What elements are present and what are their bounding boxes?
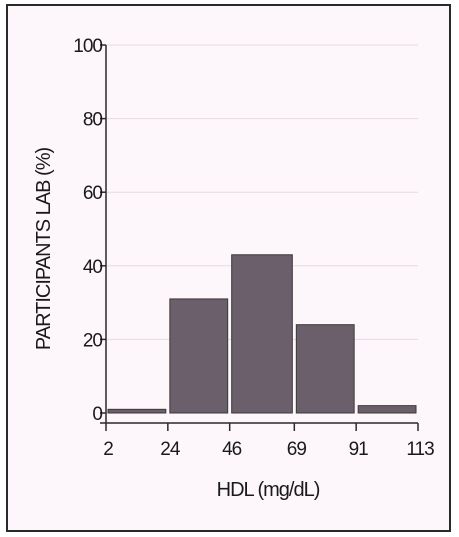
y-tick-label-0: 0	[92, 404, 102, 425]
y-axis-title: PARTICIPANTS LAB (%)	[33, 148, 55, 351]
y-tick-label-80: 80	[83, 110, 103, 131]
x-tick-label-69: 69	[287, 439, 307, 460]
y-tick-label-40: 40	[83, 257, 103, 278]
bar-69-91	[295, 324, 355, 414]
x-tick-label-113: 113	[406, 439, 434, 460]
y-ticks: 0 20 40 60 80 100	[73, 36, 106, 425]
bar-2-24	[107, 408, 167, 414]
axes	[100, 45, 418, 424]
x-tick-label-46: 46	[222, 439, 242, 460]
bars	[107, 254, 417, 414]
y-tick-label-60: 60	[83, 183, 103, 204]
x-axis-title: HDL (mg/dL)	[217, 479, 320, 501]
x-ticks: 2 24 46 69 91 113	[103, 423, 435, 460]
x-tick-label-91: 91	[349, 439, 369, 460]
x-tick-label-2: 2	[103, 439, 113, 460]
x-tick-label-24: 24	[160, 439, 181, 460]
bar-46-69	[231, 254, 293, 414]
chart-frame	[6, 4, 451, 532]
y-tick-label-100: 100	[73, 36, 102, 57]
bar-24-46	[169, 298, 229, 414]
y-tick-label-20: 20	[83, 330, 103, 351]
bar-91-113	[357, 405, 417, 414]
